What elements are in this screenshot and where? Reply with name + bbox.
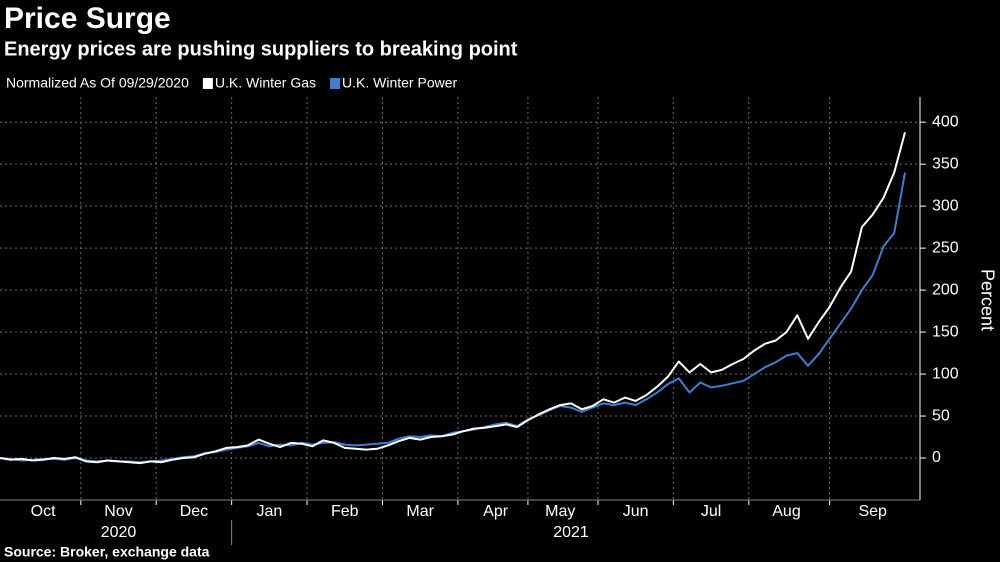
data-line (0, 132, 906, 465)
y-tick-label: 200 (932, 281, 959, 298)
y-tick-label: 300 (932, 197, 959, 214)
legend-swatch (330, 78, 341, 89)
x-group-label: 2020 (101, 524, 137, 541)
chart-subtitle: Energy prices are pushing suppliers to b… (4, 38, 518, 60)
source-note: Source: Broker, exchange data (4, 544, 210, 560)
chart-title: Price Surge (4, 2, 171, 35)
legend-label: U.K. Winter Power (342, 75, 457, 91)
x-tick-label: Nov (104, 503, 132, 520)
x-tick-label: Jul (701, 503, 721, 520)
y-tick-label: 0 (932, 449, 941, 466)
x-tick-label: Feb (331, 503, 359, 520)
x-tick-label: Mar (406, 503, 434, 520)
x-tick-label: Jan (256, 503, 282, 520)
legend-label: U.K. Winter Gas (215, 75, 316, 91)
x-tick-label: Jun (623, 503, 649, 520)
x-tick-label: Dec (180, 503, 208, 520)
y-tick-label: 250 (932, 239, 959, 256)
x-tick-label: Sep (858, 503, 887, 520)
data-line (0, 172, 906, 464)
x-tick-label: Apr (483, 503, 509, 520)
x-tick-label: May (545, 503, 575, 520)
y-tick-label: 50 (932, 407, 950, 424)
y-tick-label: 400 (932, 113, 959, 130)
y-tick-label: 350 (932, 155, 959, 172)
y-tick-label: 150 (932, 323, 959, 340)
y-axis-label: Percent (977, 269, 997, 331)
legend-title: Normalized As Of 09/29/2020 (6, 75, 189, 91)
x-tick-label: Aug (772, 503, 800, 520)
x-tick-label: Oct (31, 503, 56, 520)
legend-swatch (202, 78, 213, 89)
x-group-label: 2021 (553, 524, 589, 541)
y-tick-label: 100 (932, 365, 959, 382)
